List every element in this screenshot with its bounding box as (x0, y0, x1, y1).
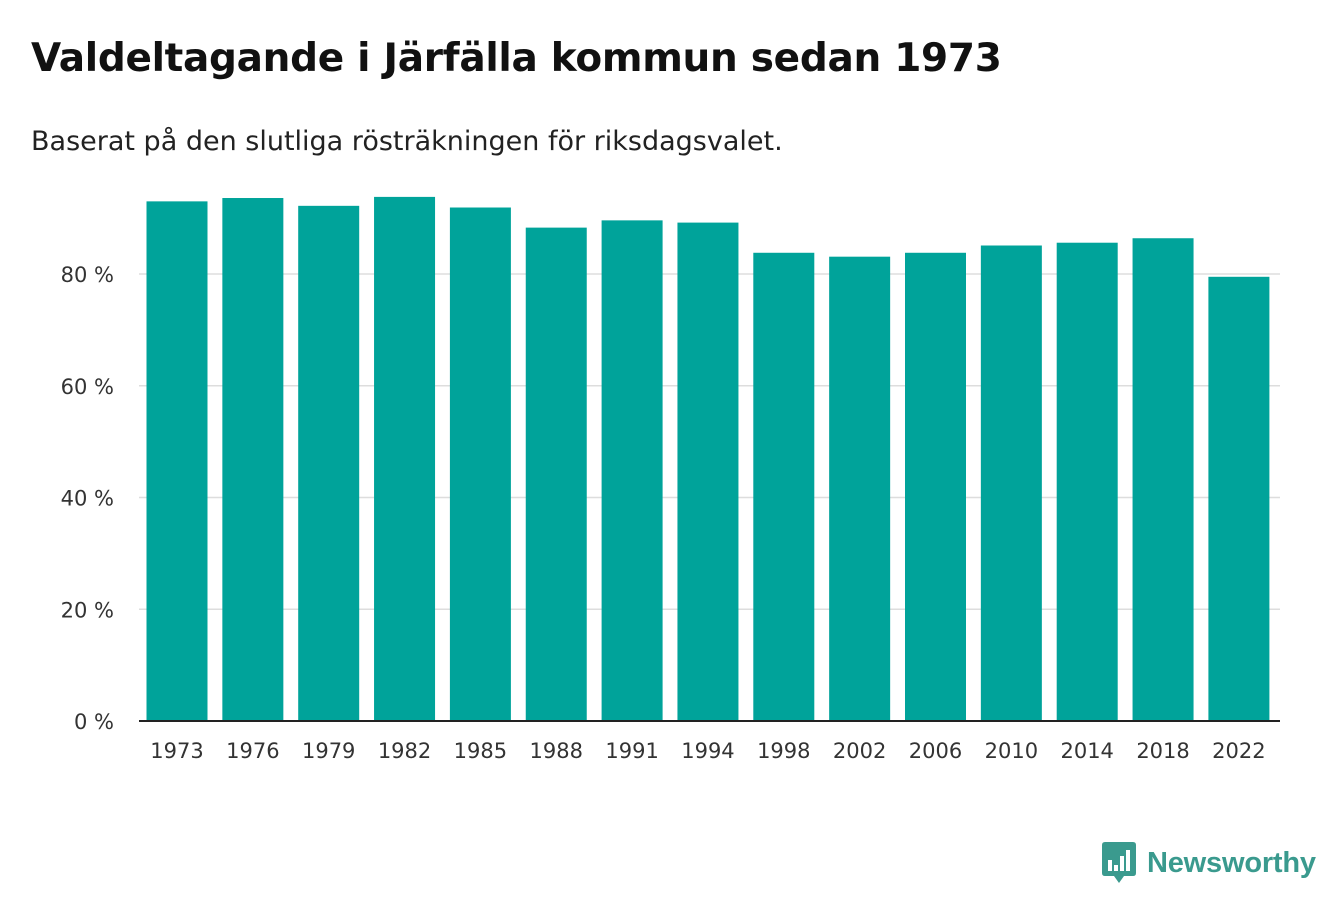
x-tick-label: 1988 (530, 739, 583, 763)
x-tick-label: 2018 (1136, 739, 1189, 763)
y-axis-ticks: 0 % 20 % 40 % 60 % 80 % (61, 263, 114, 734)
bar-2022 (1208, 276, 1270, 721)
y-tick-label: 20 % (61, 598, 114, 622)
x-tick-label: 1998 (757, 739, 810, 763)
x-tick-label: 2006 (909, 739, 962, 763)
x-tick-label: 1985 (454, 739, 507, 763)
bar-2006 (905, 252, 966, 721)
bar-1998 (753, 252, 815, 721)
bar-1976 (222, 198, 284, 721)
x-tick-label: 2010 (985, 739, 1038, 763)
bars (146, 196, 1270, 722)
x-axis-ticks: 1973 1976 1979 1982 1985 1988 1991 1994 1998 2002… (150, 739, 1265, 763)
x-tick-label: 1976 (226, 739, 279, 763)
bar-1988 (525, 227, 587, 721)
y-tick-label: 0 % (74, 710, 114, 734)
y-tick-label: 80 % (61, 263, 114, 287)
bar-chart: 0 % 20 % 40 % 60 % 80 % 1973 1976 1979 1982 1985… (61, 196, 1280, 763)
bar-chart-bubble-icon (1102, 842, 1136, 883)
x-tick-label: 1994 (681, 739, 734, 763)
bar-1991 (601, 220, 663, 722)
bar-1985 (449, 207, 511, 722)
chart-title: Valdeltagande i Järfälla kommun sedan 19… (31, 36, 1002, 81)
x-tick-label: 1973 (150, 739, 203, 763)
bar-2018 (1132, 238, 1194, 722)
x-tick-label: 1979 (302, 739, 355, 763)
bar-1994 (677, 222, 739, 721)
x-tick-label: 2014 (1060, 739, 1113, 763)
bar-2014 (1056, 242, 1118, 721)
newsworthy-logo: Newsworthy (1102, 842, 1316, 884)
bar-2010 (980, 245, 1042, 721)
brand-name: Newsworthy (1147, 846, 1316, 879)
x-tick-label: 2002 (833, 739, 886, 763)
chart-subtitle: Baserat på den slutliga rösträkningen fö… (31, 126, 783, 157)
x-tick-label: 2022 (1212, 739, 1265, 763)
y-tick-label: 40 % (61, 487, 114, 511)
x-tick-label: 1991 (605, 739, 658, 763)
bar-2002 (829, 256, 891, 721)
x-tick-label: 1982 (378, 739, 431, 763)
bar-1982 (374, 196, 436, 721)
y-tick-label: 60 % (61, 375, 114, 399)
bar-1973 (146, 201, 208, 722)
bar-1979 (298, 205, 360, 721)
